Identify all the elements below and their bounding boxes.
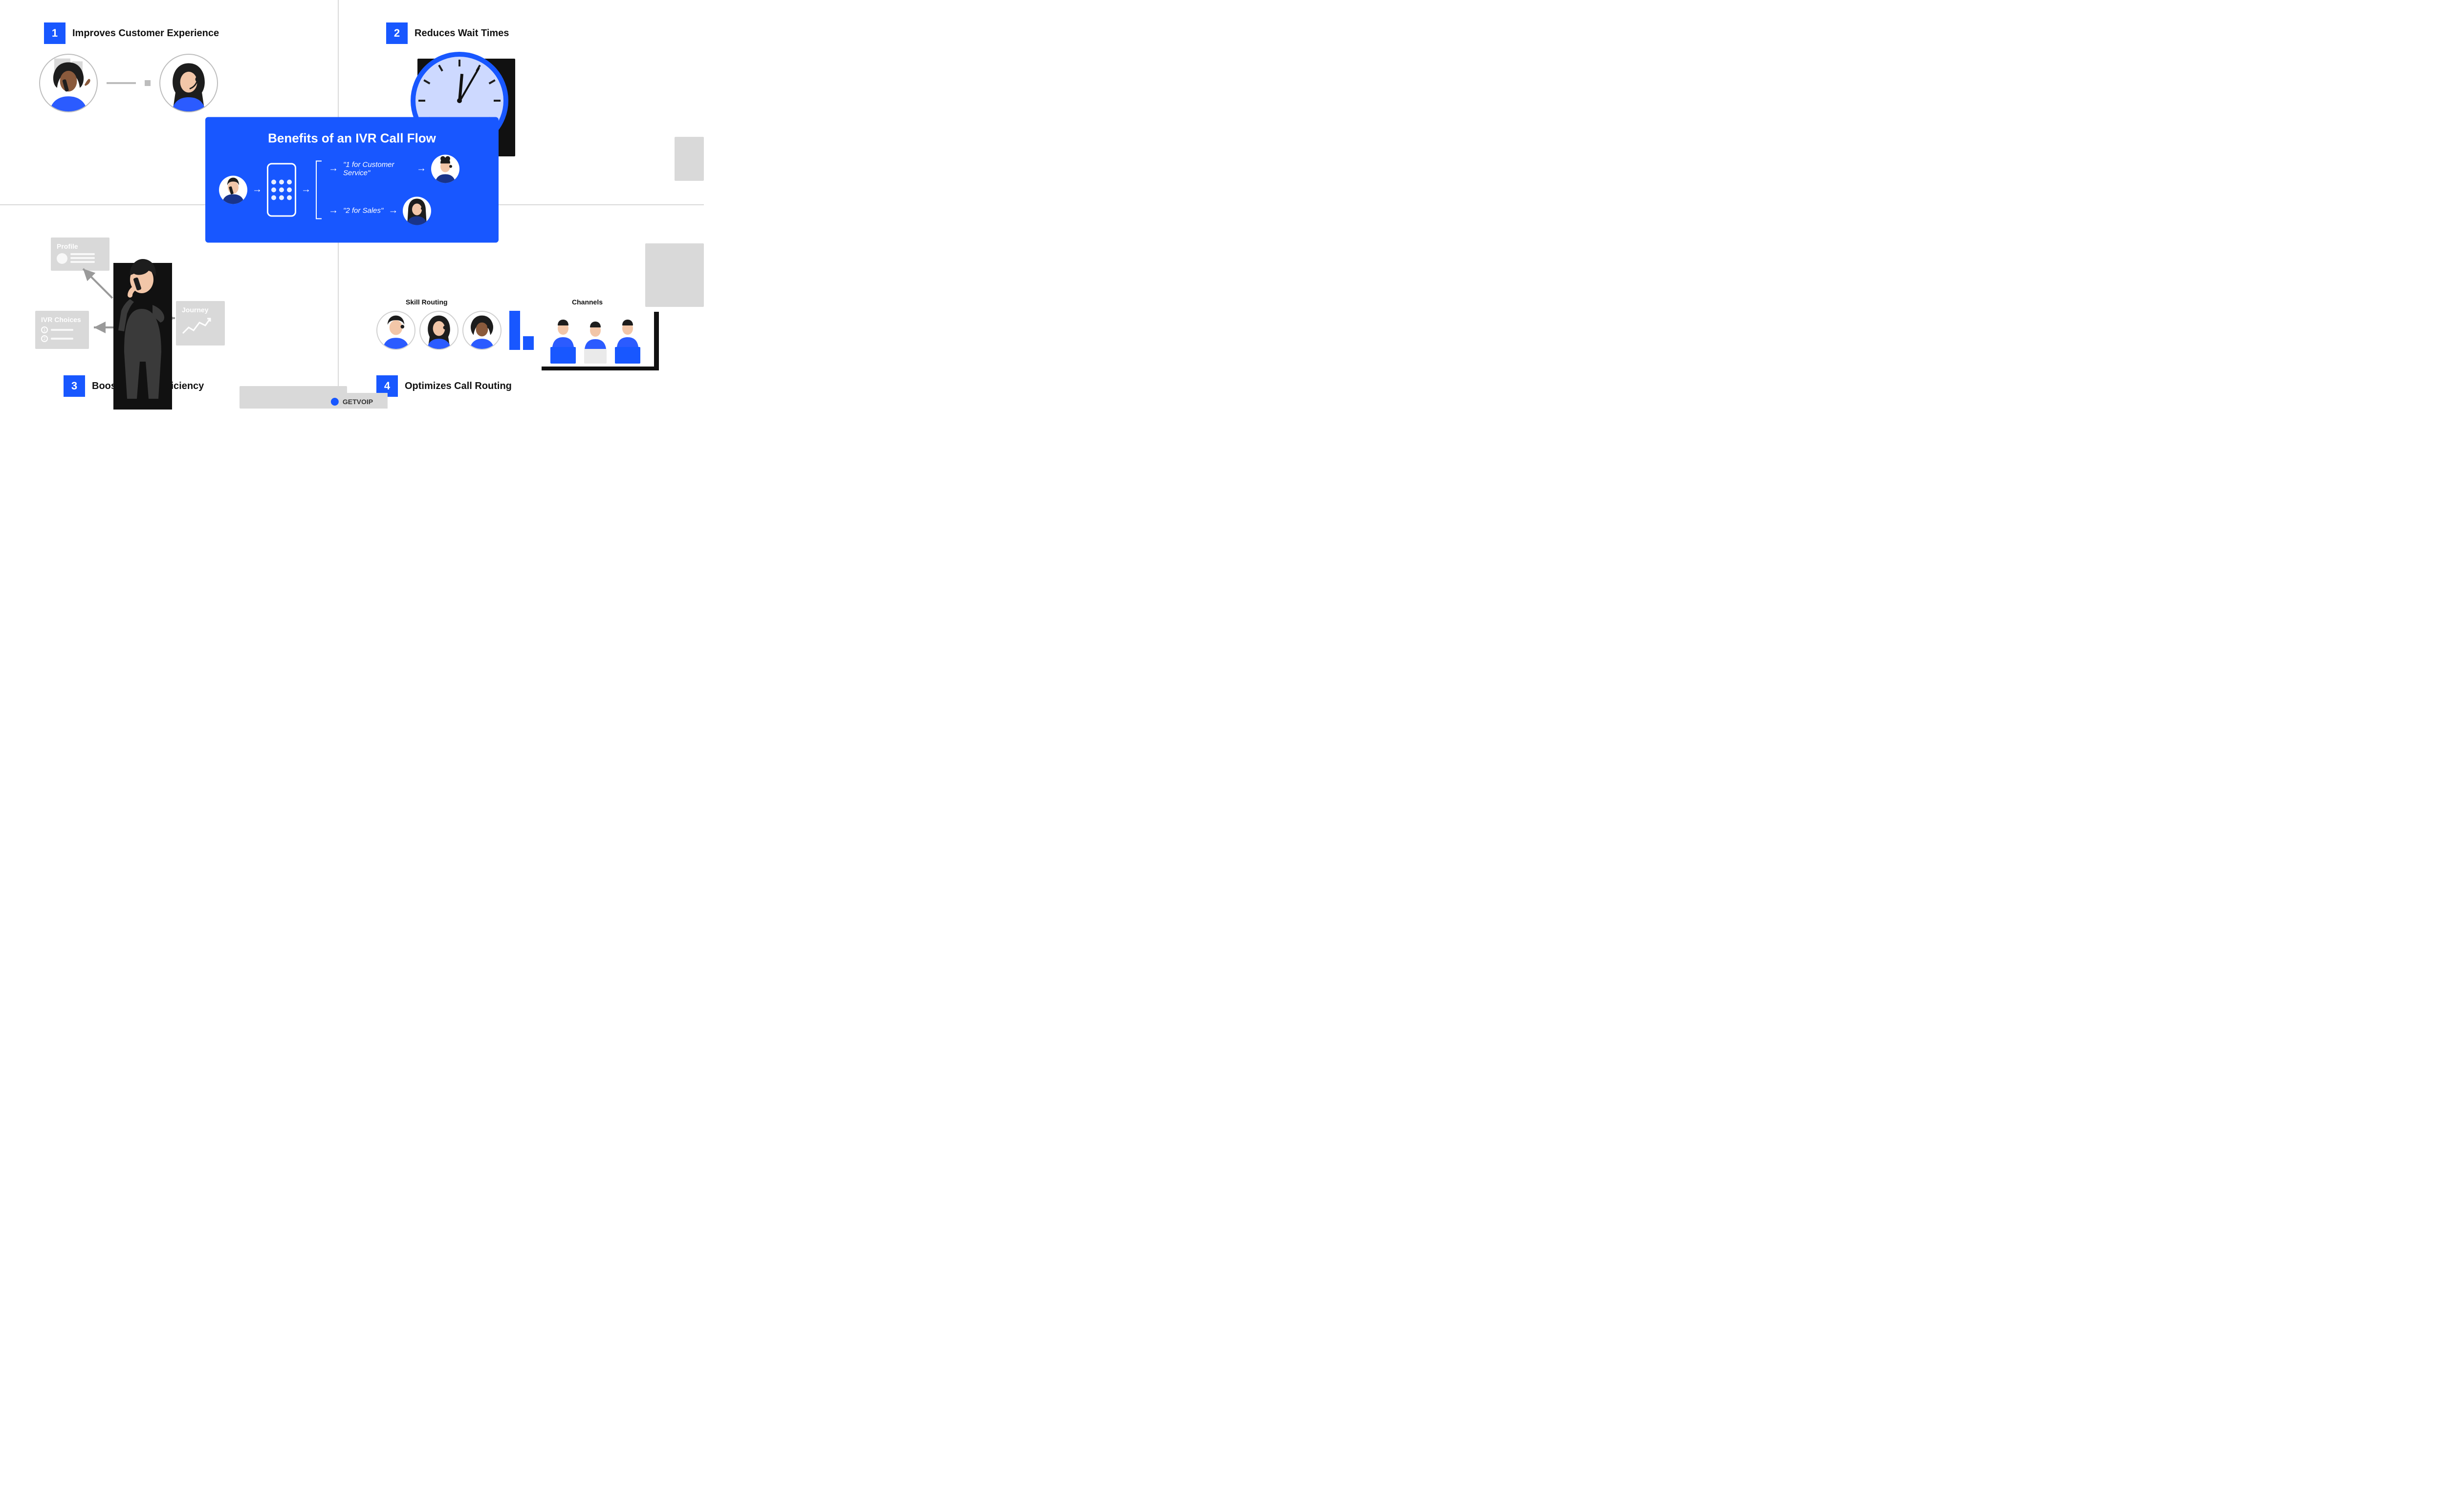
branch-2-agent [403,196,431,225]
q4-bars [509,311,534,350]
keypad-icon [271,179,292,200]
branch-2: → "2 for Sales" → [328,196,485,225]
arrow-icon: → [388,205,398,216]
journey-card-title: Journey [182,306,219,314]
arrow-icon: → [416,163,426,174]
q3-journey-card: Journey [176,301,225,346]
q1-connector [107,82,136,84]
agent-avatar-3 [462,311,502,350]
ivr-card-title: IVR Choices [41,316,83,324]
q4-tech-group [537,308,654,367]
q1-illustration [39,54,218,112]
branch-1-label: "1 for Customer Service" [343,160,412,177]
q1-number: 1 [44,22,65,44]
branch-1: → "1 for Customer Service" → [328,154,485,183]
branch-2-label: "2 for Sales" [343,207,383,215]
q3-number: 3 [64,375,85,397]
branch-1-agent [431,154,459,183]
q2-number: 2 [386,22,408,44]
agent-avatar-1 [376,311,415,350]
logo-text: GETVOIP [343,398,373,406]
journey-chart-icon [182,317,211,336]
q4-title: Optimizes Call Routing [405,381,512,392]
q2-header: 2 Reduces Wait Times [386,22,509,44]
logo-icon [331,398,339,406]
ivr-phone-icon [267,163,296,216]
q3-ivr-card: IVR Choices 1 2 [35,311,89,349]
q4-agents-row [376,311,502,350]
arrow-icon: → [328,205,338,216]
ivr-caller-avatar [219,175,247,204]
agent-avatar-2 [419,311,458,350]
edge-block-mid-right [645,243,704,307]
arrow-icon: → [301,184,311,195]
brand-logo: GETVOIP [316,393,388,409]
arrow-icon: → [328,163,338,174]
q1-agent-avatar [159,54,218,112]
q4-agents-label: Skill Routing [406,298,448,306]
q2-title: Reduces Wait Times [415,28,509,39]
q4-header: 4 Optimizes Call Routing [376,375,512,397]
arrow-icon: → [252,184,262,195]
q1-title: Improves Customer Experience [72,28,219,39]
q3-standing-person [105,254,183,410]
q1-caller-avatar [39,54,98,112]
center-card: Benefits of an IVR Call Flow → → → "1 fo… [205,117,499,242]
branch-bracket [316,154,324,225]
ivr-flow: → → → "1 for Customer Service" → [217,154,487,225]
center-title: Benefits of an IVR Call Flow [217,130,487,146]
profile-card-title: Profile [57,242,104,250]
infographic-canvas: 1 Improves Customer Experience [0,0,704,409]
edge-block-top-right [675,137,704,181]
q1-header: 1 Improves Customer Experience [44,22,219,44]
q4-tech-label: Channels [572,298,603,306]
branch-column: → "1 for Customer Service" → → "2 for Sa… [328,154,485,225]
q1-connector-end [145,80,151,86]
